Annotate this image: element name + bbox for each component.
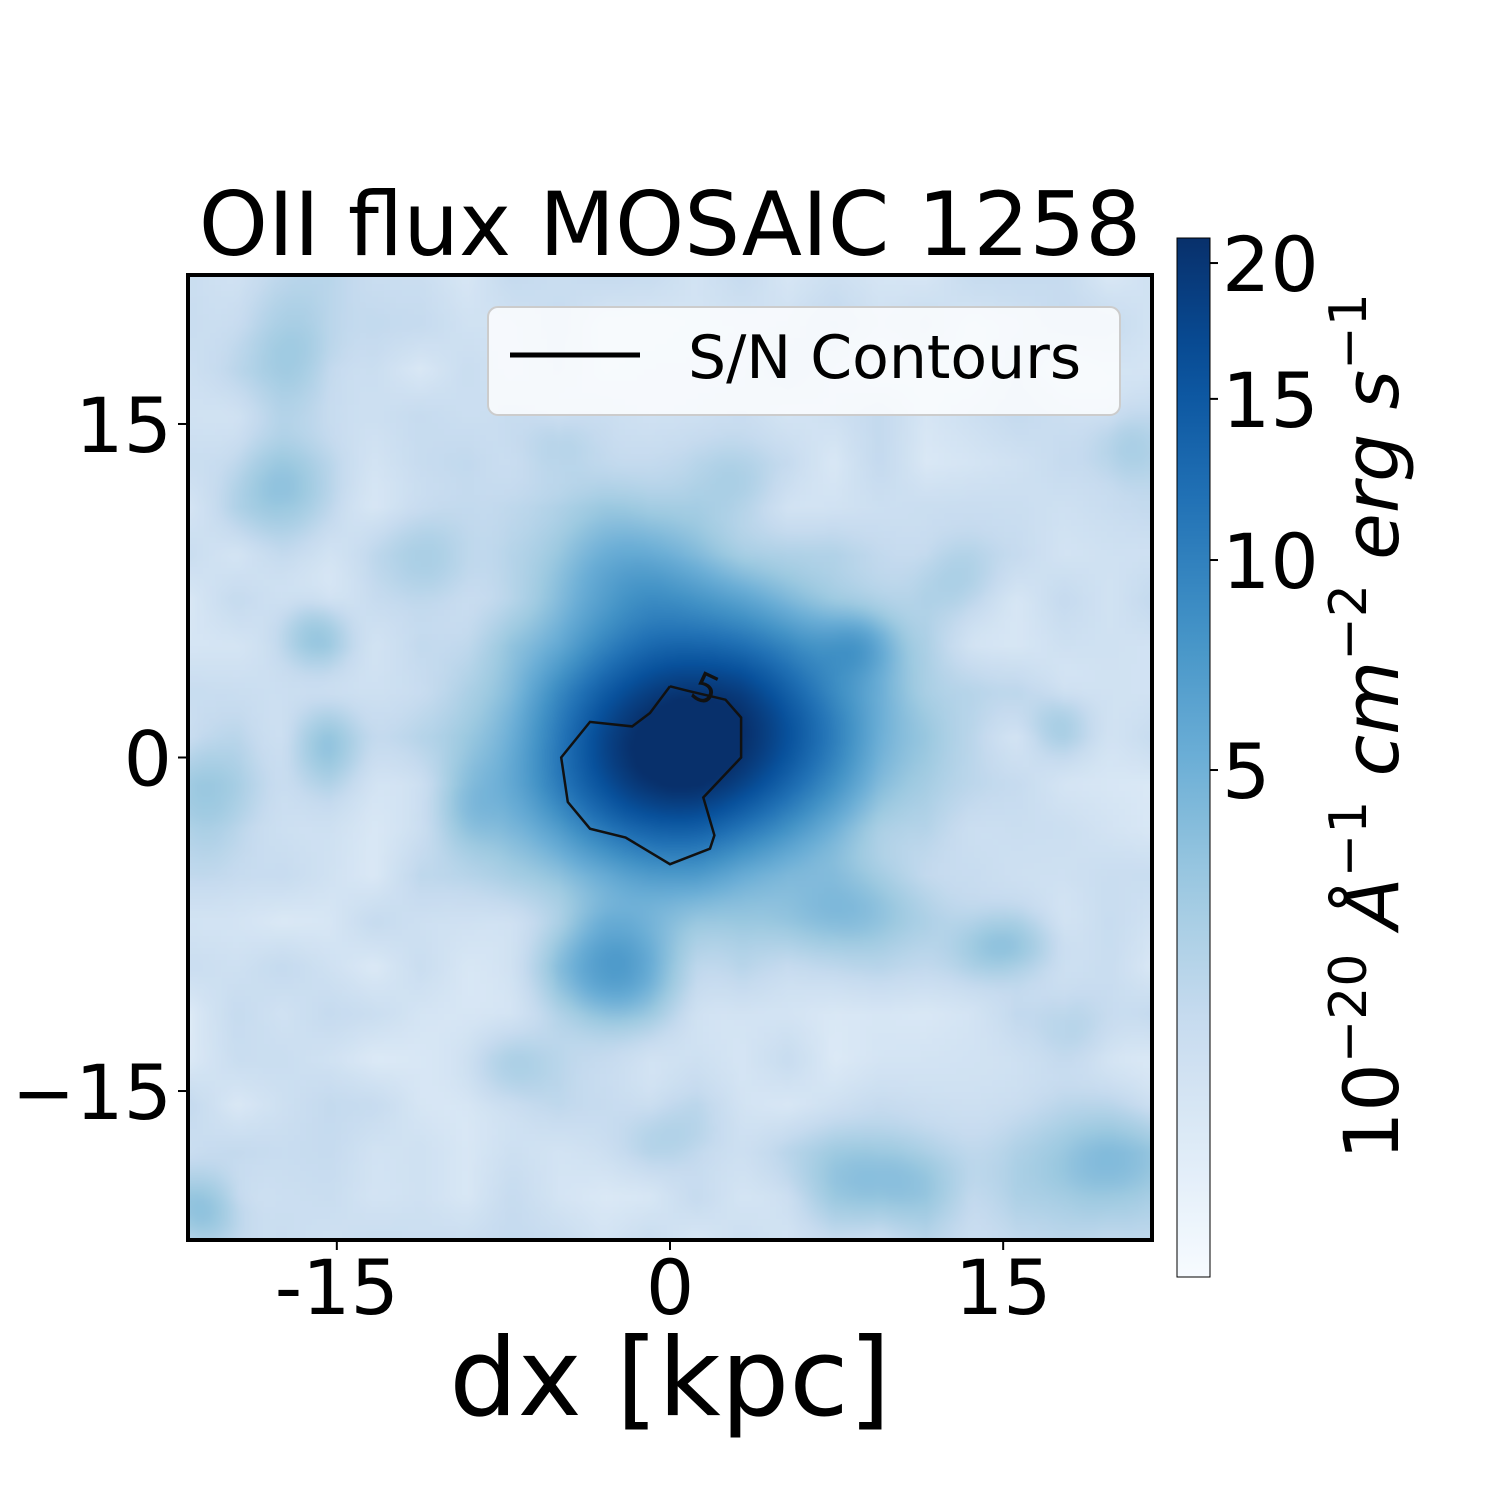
x-axis-label: dx [kpc]	[449, 1316, 891, 1441]
colorbar-label: 10−20 Å−1 cm−2 erg s−1	[1319, 293, 1416, 1160]
colorbar-ticks: 5 10 15 20	[1210, 220, 1319, 816]
colorbar-tick-label: 5	[1222, 727, 1270, 816]
chart-title: OII flux MOSAIC 1258	[199, 173, 1142, 276]
y-axis-ticks: 15 0 −15	[12, 381, 188, 1137]
plot-area: 5	[188, 275, 1152, 1240]
colorbar-label-erg: erg	[1327, 434, 1416, 560]
colorbar-fill	[1176, 237, 1211, 1278]
colorbar-label-cm: cm	[1327, 661, 1416, 777]
colorbar-label-base: 10	[1327, 1063, 1416, 1160]
colorbar-label-exp2: −1	[1319, 801, 1379, 878]
x-tick-label: -15	[275, 1243, 399, 1332]
x-tick-label: 0	[646, 1243, 694, 1332]
y-tick-label: 0	[124, 715, 172, 804]
legend-label: S/N Contours	[688, 323, 1081, 393]
sn-contour-line	[559, 685, 743, 866]
legend: S/N Contours	[487, 306, 1121, 416]
colorbar-tick-label: 10	[1222, 517, 1319, 606]
colorbar-tick-label: 15	[1222, 356, 1319, 445]
y-tick-label: −15	[12, 1048, 172, 1137]
x-axis-ticks: -15 0 15	[275, 1240, 1052, 1332]
colorbar-label-angstrom: Å	[1327, 877, 1416, 934]
colorbar-label-exp3: −2	[1319, 584, 1379, 661]
flux-heatmap	[188, 275, 1152, 1240]
legend-box	[487, 306, 1121, 416]
colorbar-label-exp1: −20	[1319, 954, 1379, 1064]
colorbar-label-exp4: −1	[1319, 293, 1379, 370]
colorbar-label-s: s	[1327, 370, 1416, 410]
y-tick-label: 15	[75, 381, 172, 470]
x-tick-label: 15	[955, 1243, 1052, 1332]
colorbar-tick-label: 20	[1222, 220, 1319, 309]
